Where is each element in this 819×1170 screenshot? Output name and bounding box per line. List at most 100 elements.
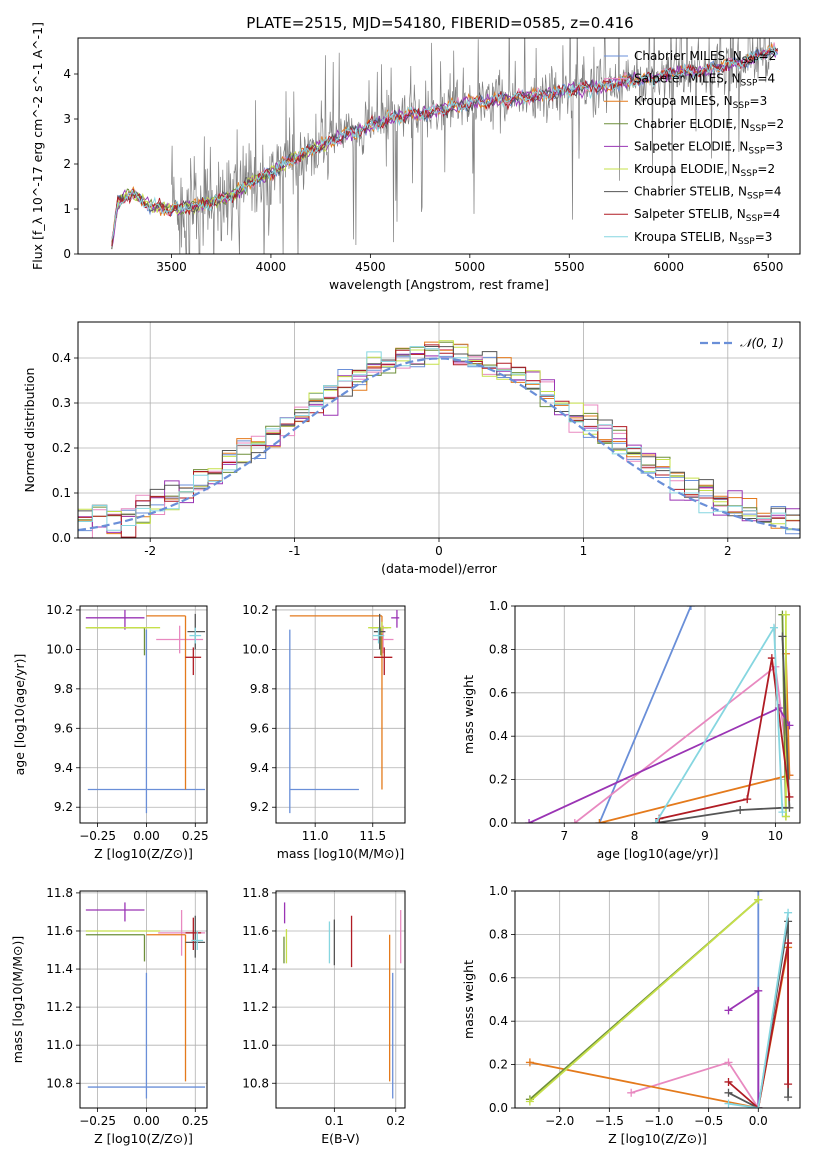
- legend-value: =3: [755, 230, 773, 244]
- legend-value: =2: [757, 162, 775, 176]
- x-tick-label: 6500: [753, 260, 784, 274]
- y-tick-label: 3: [63, 112, 71, 126]
- y-axis-label: mass [log10(M/M⊙)]: [10, 936, 25, 1064]
- legend-label-chabrier_stelib: Chabrier STELIB, NSSP=4: [634, 185, 782, 202]
- weight-marker-salpeter_miles: [724, 1058, 733, 1067]
- panel-age-vs-mass: 11.0 11.5 9.2 9.4 9.6 9.8 10.0 10.2 mass [log10(…: [242, 603, 406, 861]
- weight-marker-chabrier_stelib: [785, 803, 794, 812]
- y-tick-label: 9.4: [54, 761, 73, 775]
- weight-marker-chabrier_stelib: [724, 1088, 733, 1097]
- x-tick-label: 11.0: [302, 829, 329, 843]
- y-tick-label: 10.8: [46, 1076, 73, 1090]
- weight-line-chabrier_stelib: [655, 636, 791, 823]
- model-line-kroupa_stelib: [111, 45, 779, 240]
- y-tick-label: 9.8: [250, 682, 269, 696]
- weight-line-salpeter_elodie: [728, 989, 760, 1108]
- y-tick-label: 10.2: [242, 603, 269, 617]
- plot-area: [80, 891, 207, 1108]
- legend-label-salpeter_elodie: Salpeter ELODIE, NSSP=3: [634, 139, 783, 156]
- x-tick-label: 0.1: [325, 1114, 344, 1128]
- x-tick-label: 4000: [256, 260, 287, 274]
- axes-frame: [79, 890, 208, 1109]
- weight-line-kroupa_stelib: [728, 912, 789, 1108]
- y-tick-label: 1: [63, 202, 71, 216]
- y-tick-label: 11.4: [242, 962, 269, 976]
- legend-value: =3: [765, 139, 783, 153]
- legend-subscript: SSP: [742, 56, 759, 66]
- weight-line-kroupa_elodie: [529, 899, 759, 1103]
- panel-residuals: -2 -1 0 1 2 0.0 0.1 0.2 0.3 0.4 (data-model)/error…: [22, 321, 801, 576]
- x-axis-label: E(B-V): [321, 1131, 360, 1146]
- legend-label-kroupa_elodie: Kroupa ELODIE, NSSP=2: [634, 162, 775, 179]
- weight-marker-kroupa_elodie: [525, 1097, 534, 1106]
- y-tick-label: 0: [63, 247, 71, 261]
- x-tick-label: 5500: [554, 260, 585, 274]
- plot-area: [111, 38, 779, 254]
- panel-mass-weight-vs-age: 7 8 9 10 0.0 0.2 0.4 0.6 0.8 1.0 age [log10(age/yr…: [461, 599, 801, 861]
- x-tick-label: −1.5: [595, 1114, 624, 1128]
- plot-area: [276, 891, 405, 1108]
- weight-line-chabrier_miles: [598, 606, 692, 823]
- x-tick-label: 10: [768, 829, 783, 843]
- weight-marker-salpeter_elodie: [754, 986, 763, 995]
- weight-marker-salpeter_stelib: [784, 939, 793, 948]
- y-tick-label: 10.8: [242, 1076, 269, 1090]
- legend-subscript: SSP: [746, 214, 763, 224]
- x-axis-label: Z [log10(Z/Z⊙)]: [608, 1131, 707, 1146]
- y-tick-label: 11.4: [46, 962, 73, 976]
- y-tick-label: 9.4: [250, 761, 269, 775]
- x-tick-label: 0.00: [133, 829, 160, 843]
- legend-subscript: SSP: [747, 192, 764, 202]
- weight-marker-salpeter_stelib: [724, 1077, 733, 1086]
- y-tick-label: 0.4: [52, 351, 71, 365]
- y-tick-label: 0.2: [489, 773, 508, 787]
- y-tick-label: 0.4: [489, 1014, 508, 1028]
- y-tick-label: 0.6: [489, 971, 508, 985]
- figure-title: PLATE=2515, MJD=54180, FIBERID=0585, z=0…: [246, 14, 633, 32]
- weight-marker-kroupa_miles: [595, 819, 604, 823]
- y-axis-label: Flux [f_λ 10^-17 erg cm^-2 s^-1 A^-1]: [30, 22, 45, 270]
- y-tick-label: 0.0: [489, 1101, 508, 1115]
- axes-frame: [275, 890, 406, 1109]
- legend-value: =4: [763, 207, 781, 221]
- y-tick-label: 11.0: [242, 1038, 269, 1052]
- x-tick-label: 3500: [156, 260, 187, 274]
- y-tick-label: 9.8: [54, 682, 73, 696]
- y-tick-label: 11.2: [242, 1000, 269, 1014]
- y-tick-label: 1.0: [489, 599, 508, 613]
- weight-line-salpeter_stelib: [659, 657, 791, 820]
- weight-marker-salpeter_stelib: [784, 1080, 793, 1089]
- y-tick-label: 9.2: [54, 800, 73, 814]
- y-tick-label: 0.4: [489, 729, 508, 743]
- weight-marker-kroupa_stelib: [769, 623, 778, 632]
- legend-label-chabrier_miles: Chabrier MILES, NSSP=2: [634, 49, 776, 66]
- legend-value: =3: [750, 94, 768, 108]
- plot-area: [78, 322, 800, 538]
- x-tick-label: 0: [435, 544, 443, 558]
- weight-marker-kroupa_stelib: [754, 1104, 763, 1108]
- y-tick-label: 1.0: [489, 884, 508, 898]
- y-tick-label: 10.0: [242, 642, 269, 656]
- plot-area: [515, 891, 800, 1108]
- weight-marker-salpeter_miles: [570, 819, 579, 823]
- panel-mass-weight-vs-z: −2.0 −1.5 −1.0 −0.5 0.0 0.0 0.2 0.4 0.6 0.8 1.0 Z […: [461, 884, 801, 1146]
- weight-marker-chabrier_stelib: [736, 805, 745, 814]
- legend: Chabrier MILES, NSSP=2 Salpeter MILES, NS…: [604, 49, 784, 247]
- y-tick-label: 0.8: [489, 927, 508, 941]
- weight-marker-kroupa_stelib: [784, 908, 793, 917]
- x-axis-label: mass [log10(M/M⊙)]: [277, 846, 405, 861]
- weight-marker-salpeter_stelib: [743, 795, 752, 804]
- x-tick-label: 11.5: [359, 829, 386, 843]
- x-tick-label: −1.0: [644, 1114, 673, 1128]
- panel-spectrum: 3500 4000 4500 5000 5500 6000 6500 0 1 2 3 4 wavelen…: [30, 22, 801, 292]
- y-tick-label: 2: [63, 157, 71, 171]
- y-tick-label: 0.8: [489, 642, 508, 656]
- x-axis-label: age [log10(age/yr)]: [597, 846, 719, 861]
- weight-line-salpeter_elodie: [528, 706, 791, 823]
- axes-frame: [514, 890, 801, 1109]
- x-axis-label: wavelength [Angstrom, rest frame]: [329, 277, 549, 292]
- weight-marker-chabrier_stelib: [778, 632, 787, 641]
- axes-frame: [275, 605, 406, 824]
- legend-subscript: SSP: [748, 146, 765, 156]
- x-tick-label: −0.25: [79, 1114, 116, 1128]
